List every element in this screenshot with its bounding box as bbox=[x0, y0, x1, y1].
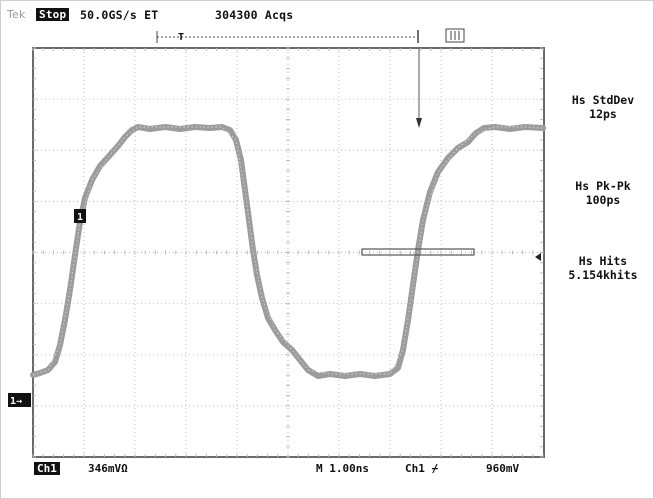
channel-label[interactable]: Ch1 bbox=[34, 462, 60, 475]
record-position-strip: T bbox=[156, 28, 465, 43]
measurement-name: Hs Pk-Pk bbox=[575, 179, 631, 193]
histogram-window bbox=[361, 248, 475, 256]
ground-marker-badge bbox=[8, 393, 31, 407]
status-bar: Tek Stop 50.0GS/s ET 304300 Acqs bbox=[0, 0, 654, 28]
record-indicator-box bbox=[445, 28, 465, 43]
measurement-value: 12ps bbox=[589, 107, 617, 121]
acquisition-count: 304300 Acqs bbox=[215, 8, 294, 22]
channel-marker-badge bbox=[74, 209, 86, 223]
ground-marker-label: 1→ bbox=[10, 396, 22, 407]
measurement-name: Hs Hits bbox=[578, 254, 628, 268]
trigger-level-readout: 960mV bbox=[486, 462, 520, 475]
brand-label: Tek bbox=[7, 8, 26, 21]
measurement-stddev: Hs StdDev 12ps bbox=[562, 93, 644, 121]
trigger-position-marker: T bbox=[178, 32, 184, 43]
timebase-readout: M 1.00ns bbox=[316, 462, 369, 475]
graticule-grid bbox=[32, 47, 544, 458]
trigger-time-arrow bbox=[416, 118, 422, 128]
measurement-name: Hs StdDev bbox=[571, 93, 635, 107]
measurement-value: 100ps bbox=[585, 193, 621, 207]
measurement-value: 5.154khits bbox=[568, 268, 638, 282]
run-state-badge[interactable]: Stop bbox=[36, 8, 70, 21]
bottom-readout-bar: Ch1 346mVΩ M 1.00ns Ch1 ⌿ 960mV bbox=[0, 459, 654, 479]
channel-scale-readout: 346mVΩ bbox=[88, 462, 128, 475]
trigger-source-readout: Ch1 ⌿ bbox=[405, 462, 439, 475]
measurement-hits: Hs Hits 5.154khits bbox=[562, 254, 644, 282]
channel-marker-label: 1 bbox=[77, 212, 83, 223]
measurement-pkpk: Hs Pk-Pk 100ps bbox=[562, 179, 644, 207]
sample-rate-readout: 50.0GS/s ET bbox=[80, 8, 159, 22]
readout-pointer-icon bbox=[535, 253, 541, 261]
